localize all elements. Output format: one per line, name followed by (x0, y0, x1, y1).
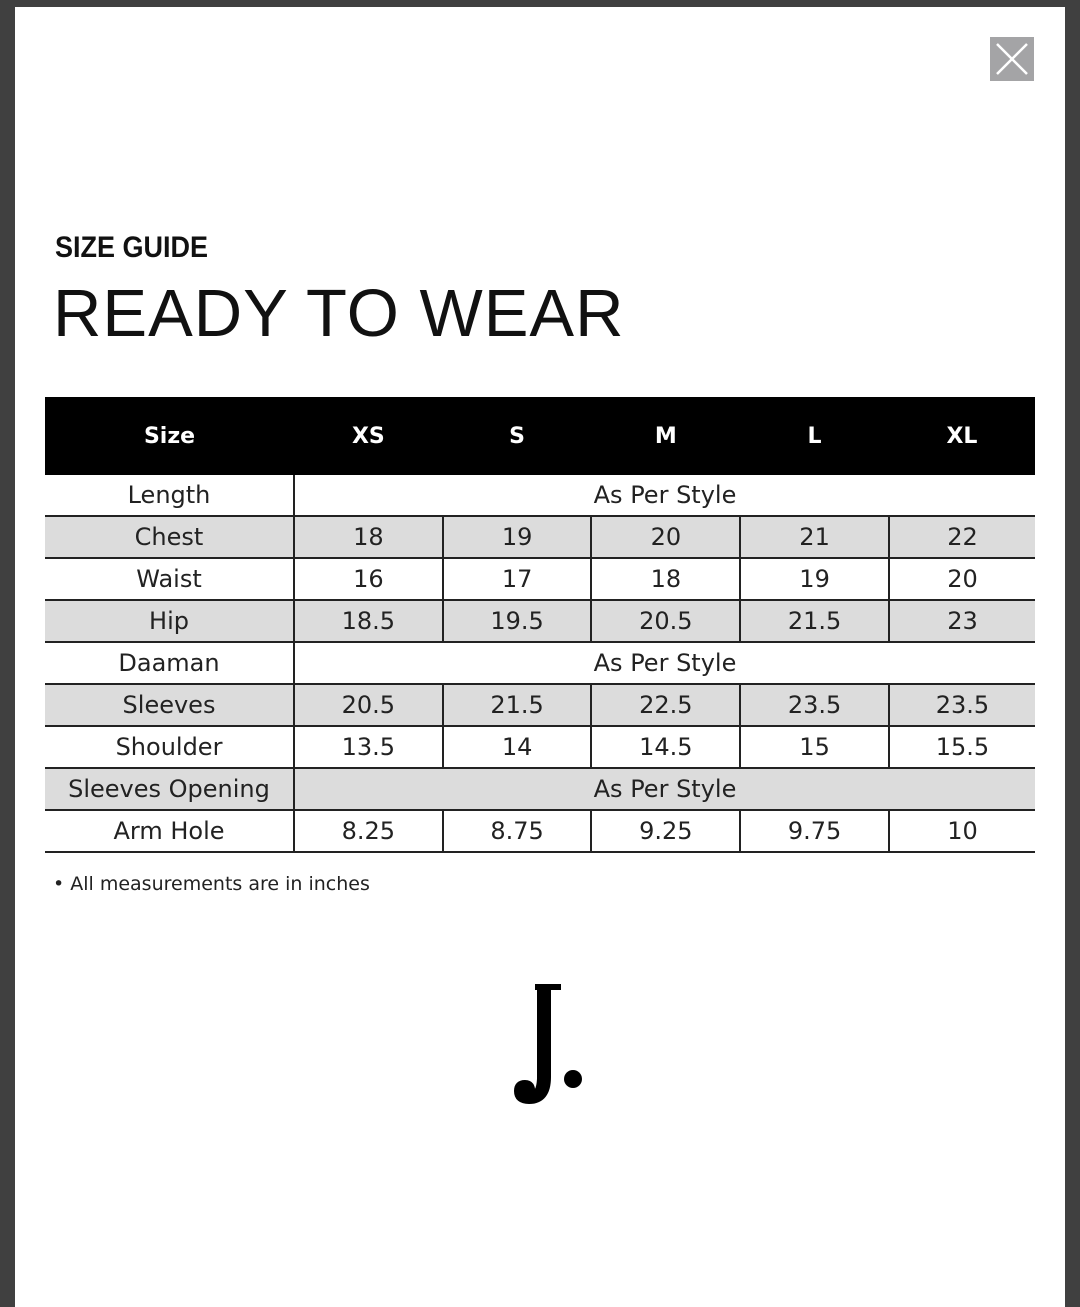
column-header: S (442, 397, 592, 475)
table-cell: 8.25 (293, 810, 443, 853)
size-table: Size XS S M L XL Length As Per Style Chest 18 19 2… (45, 397, 1035, 853)
table-cell: 18.5 (293, 600, 443, 643)
table-header: Size XS S M L XL (45, 397, 1035, 475)
table-cell: 20 (887, 558, 1035, 601)
table-cell: 17 (441, 558, 592, 601)
footnote: • All measurements are in inches (53, 873, 370, 895)
brand-logo (513, 984, 582, 1105)
table-row: Waist 16 17 18 19 20 (45, 558, 1035, 601)
table-cell: As Per Style (293, 642, 1035, 685)
table-cell: 16 (293, 558, 443, 601)
row-label: Waist (45, 558, 294, 601)
row-label: Daaman (45, 642, 294, 685)
table-row: Sleeves Opening As Per Style (45, 768, 1035, 811)
row-label: Shoulder (45, 726, 294, 769)
table-cell: 21.5 (739, 600, 889, 643)
table-cell: 10 (887, 810, 1035, 853)
close-button[interactable] (990, 37, 1034, 81)
table-row: Sleeves 20.5 21.5 22.5 23.5 23.5 (45, 684, 1035, 727)
table-cell: 20.5 (293, 684, 443, 727)
table-cell: 8.75 (441, 810, 592, 853)
table-cell: As Per Style (293, 475, 1035, 517)
table-cell: 15.5 (887, 726, 1035, 769)
column-header: XL (888, 397, 1035, 475)
table-cell: 19 (739, 558, 889, 601)
table-cell: 9.25 (590, 810, 741, 853)
table-row: Hip 18.5 19.5 20.5 21.5 23 (45, 600, 1035, 643)
column-header: M (591, 397, 741, 475)
close-icon (996, 43, 1028, 75)
table-cell: 20.5 (590, 600, 741, 643)
table-row: Chest 18 19 20 21 22 (45, 516, 1035, 559)
table-cell: 18 (293, 516, 443, 559)
table-cell: 20 (590, 516, 741, 559)
size-guide-heading: SIZE GUIDE (55, 231, 209, 264)
table-cell: 15 (739, 726, 889, 769)
table-cell: 19.5 (441, 600, 592, 643)
table-cell: 13.5 (293, 726, 443, 769)
table-cell: 22 (887, 516, 1035, 559)
table-cell: 23.5 (739, 684, 889, 727)
table-cell: 14 (441, 726, 592, 769)
table-cell: 22.5 (590, 684, 741, 727)
column-header: L (740, 397, 889, 475)
table-cell: As Per Style (293, 768, 1035, 811)
table-cell: 18 (590, 558, 741, 601)
row-label: Arm Hole (45, 810, 294, 853)
row-label: Sleeves (45, 684, 294, 727)
table-cell: 21.5 (441, 684, 592, 727)
table-row: Length As Per Style (45, 475, 1035, 517)
table-row: Daaman As Per Style (45, 642, 1035, 685)
table-row: Arm Hole 8.25 8.75 9.25 9.75 10 (45, 810, 1035, 853)
row-label: Chest (45, 516, 294, 559)
table-cell: 23 (887, 600, 1035, 643)
row-label: Hip (45, 600, 294, 643)
table-cell: 14.5 (590, 726, 741, 769)
size-guide-modal: SIZE GUIDE READY TO WEAR Size XS S M L XL Len… (15, 7, 1065, 1307)
table-row: Shoulder 13.5 14 14.5 15 15.5 (45, 726, 1035, 769)
row-label: Length (45, 475, 294, 517)
row-label: Sleeves Opening (45, 768, 294, 811)
ready-to-wear-title: READY TO WEAR (53, 276, 625, 351)
table-cell: 23.5 (887, 684, 1035, 727)
column-header: XS (294, 397, 443, 475)
table-cell: 9.75 (739, 810, 889, 853)
table-cell: 19 (441, 516, 592, 559)
column-header: Size (45, 397, 294, 475)
table-cell: 21 (739, 516, 889, 559)
